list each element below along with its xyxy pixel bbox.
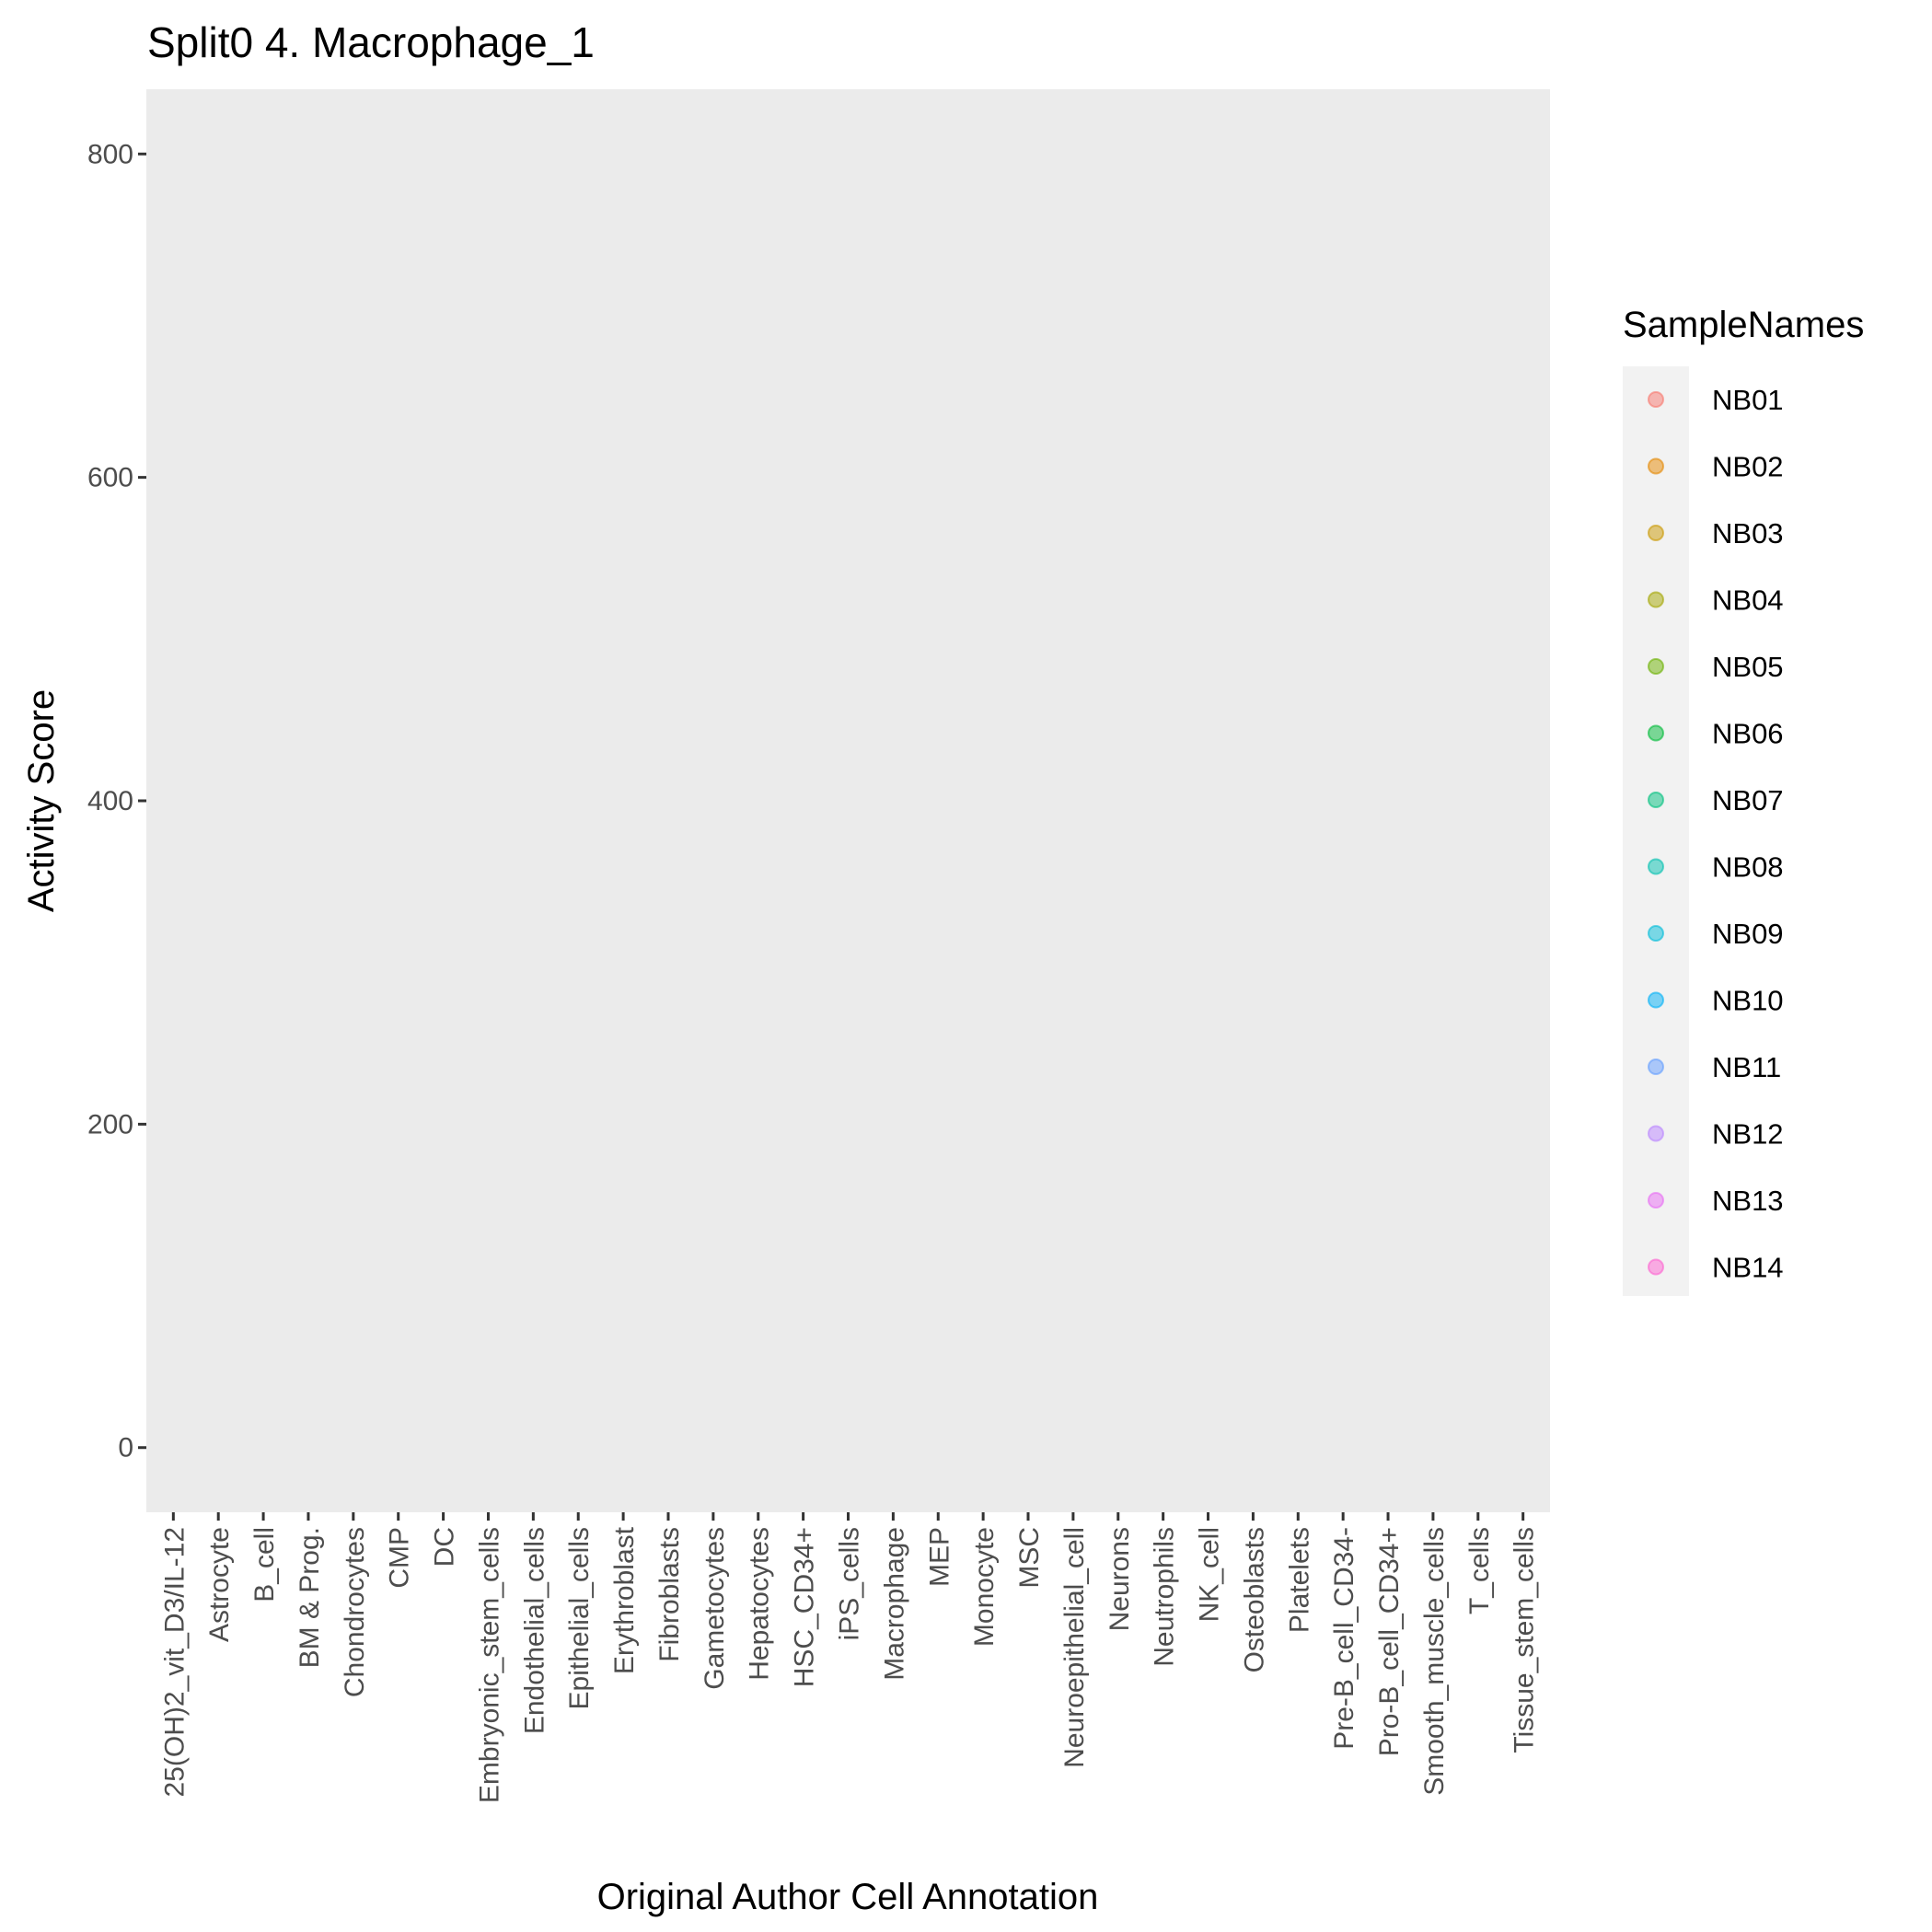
x-tick-label: BM & Prog. — [295, 1527, 325, 1668]
legend-key-background — [1623, 366, 1689, 1296]
x-tick-label: HSC_CD34+ — [790, 1527, 820, 1687]
legend-key — [1648, 591, 1664, 608]
legend-label: NB12 — [1712, 1118, 1784, 1151]
x-tick-label: Fibroblasts — [654, 1527, 685, 1662]
x-tick-label: Erythroblast — [609, 1526, 640, 1674]
legend: SampleNames NB01 NB02 NB03 NB04 NB05 NB06 NB07… — [1623, 305, 1864, 1296]
x-tick-label: Osteoblasts — [1239, 1527, 1269, 1672]
x-tick-label: Neurons — [1105, 1527, 1135, 1631]
legend-label: NB07 — [1712, 784, 1784, 816]
x-tick-label: Macrophage — [879, 1527, 909, 1681]
y-tick-label: 400 — [87, 786, 133, 816]
plot-panel — [146, 89, 1550, 1512]
x-tick-label: DC — [430, 1527, 460, 1567]
legend-key — [1648, 724, 1664, 742]
legend-key — [1648, 991, 1664, 1009]
x-tick-label: Endothelial_cells — [519, 1527, 550, 1734]
x-tick-label: MSC — [1014, 1527, 1045, 1589]
legend-label: NB08 — [1712, 851, 1784, 884]
y-axis-title: Activity Score — [21, 689, 62, 912]
x-tick-label: CMP — [385, 1527, 415, 1589]
x-tick-label: B_cell — [249, 1527, 280, 1602]
legend-label: NB04 — [1712, 584, 1784, 617]
x-axis: 25(OH)2_vit_D3/IL-12 Astrocyte B_cell BM & … — [159, 1512, 1540, 1803]
legend-key — [1648, 658, 1664, 675]
legend-key — [1648, 1059, 1664, 1075]
x-tick-label: Embryonic_stem_cells — [474, 1527, 504, 1803]
legend-key — [1648, 457, 1664, 475]
x-tick-label: Tissue_stem_cells — [1510, 1527, 1540, 1753]
chart-title: Split0 4. Macrophage_1 — [147, 18, 595, 66]
x-tick-label: MEP — [924, 1527, 954, 1587]
legend-key — [1648, 1125, 1664, 1142]
legend-label: NB01 — [1712, 384, 1784, 416]
legend-label: NB10 — [1712, 985, 1784, 1017]
x-tick-label: Pro-B_cell_CD34+ — [1374, 1527, 1405, 1756]
x-tick-label: Epithelial_cells — [564, 1527, 595, 1709]
legend-label: NB11 — [1712, 1051, 1781, 1083]
legend-label: NB03 — [1712, 517, 1784, 550]
y-tick-label: 200 — [87, 1109, 133, 1140]
legend-label: NB14 — [1712, 1252, 1784, 1284]
panel-background — [146, 89, 1550, 1512]
legend-key — [1648, 925, 1664, 942]
x-tick-label: iPS_cells — [835, 1527, 865, 1640]
legend-key — [1648, 391, 1664, 408]
legend-key — [1648, 792, 1664, 808]
y-tick-label: 0 — [118, 1433, 133, 1463]
x-tick-label: Neutrophils — [1150, 1527, 1180, 1667]
x-tick-label: NK_cell — [1195, 1527, 1225, 1622]
x-tick-label: T_cells — [1464, 1527, 1495, 1614]
legend-label: NB02 — [1712, 451, 1784, 483]
legend-title: SampleNames — [1623, 305, 1864, 345]
x-tick-label: Chondrocytes — [340, 1527, 370, 1697]
y-tick-label: 600 — [87, 463, 133, 493]
x-tick-label: Smooth_muscle_cells — [1419, 1527, 1450, 1796]
x-axis-title: Original Author Cell Annotation — [597, 1877, 1099, 1917]
legend-label: NB05 — [1712, 651, 1784, 683]
y-axis: 0 200 400 600 800 — [87, 139, 146, 1463]
legend-key — [1648, 1258, 1664, 1276]
legend-label: NB09 — [1712, 918, 1784, 950]
legend-label: NB06 — [1712, 718, 1784, 750]
legend-key — [1648, 525, 1664, 541]
x-tick-label: Hepatocytes — [745, 1527, 775, 1681]
legend-key — [1648, 858, 1664, 875]
legend-label: NB13 — [1712, 1185, 1784, 1217]
x-tick-label: Platelets — [1284, 1527, 1314, 1633]
x-tick-label: 25(OH)2_vit_D3/IL-12 — [159, 1527, 190, 1797]
x-tick-label: Monocyte — [969, 1527, 1000, 1647]
x-tick-label: Gametocytes — [700, 1527, 730, 1690]
y-tick-label: 800 — [87, 139, 133, 169]
legend-key — [1648, 1192, 1664, 1209]
x-tick-label: Pre-B_cell_CD34- — [1329, 1527, 1359, 1750]
x-tick-label: Astrocyte — [204, 1527, 235, 1642]
x-tick-label: Neuroepithelial_cell — [1059, 1527, 1090, 1768]
